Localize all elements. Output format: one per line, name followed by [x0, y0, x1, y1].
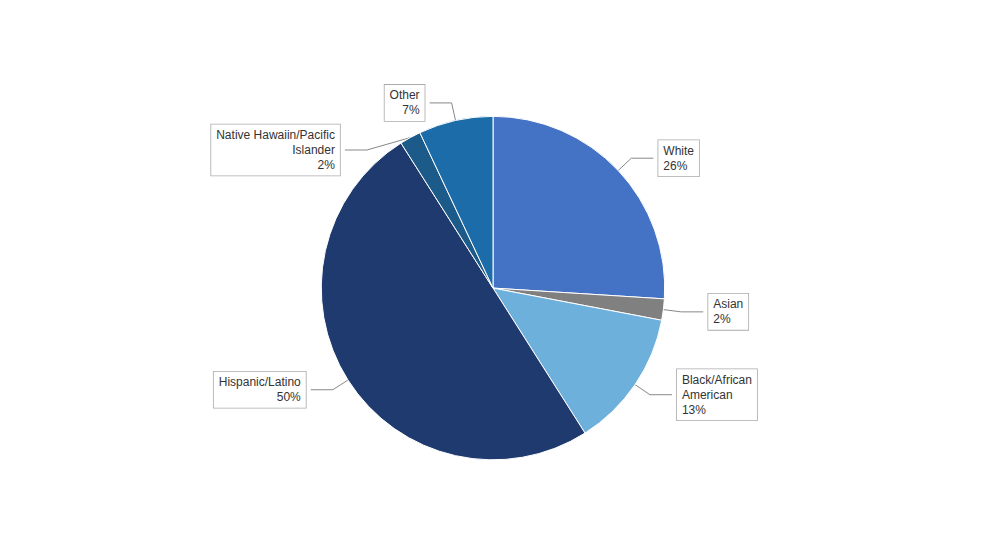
- svg-text:Black/African: Black/African: [682, 373, 752, 387]
- svg-text:Islander: Islander: [292, 143, 335, 157]
- svg-text:White: White: [663, 144, 694, 158]
- svg-text:Asian: Asian: [713, 297, 743, 311]
- svg-text:7%: 7%: [402, 103, 420, 117]
- svg-text:50%: 50%: [277, 390, 301, 404]
- svg-text:American: American: [682, 388, 733, 402]
- svg-text:Hispanic/Latino: Hispanic/Latino: [219, 375, 301, 389]
- svg-text:2%: 2%: [318, 158, 336, 172]
- svg-text:2%: 2%: [713, 312, 731, 326]
- svg-text:Other: Other: [390, 88, 420, 102]
- svg-text:26%: 26%: [663, 159, 687, 173]
- svg-text:Native Hawaiin/Pacific: Native Hawaiin/Pacific: [216, 128, 335, 142]
- svg-text:13%: 13%: [682, 403, 706, 417]
